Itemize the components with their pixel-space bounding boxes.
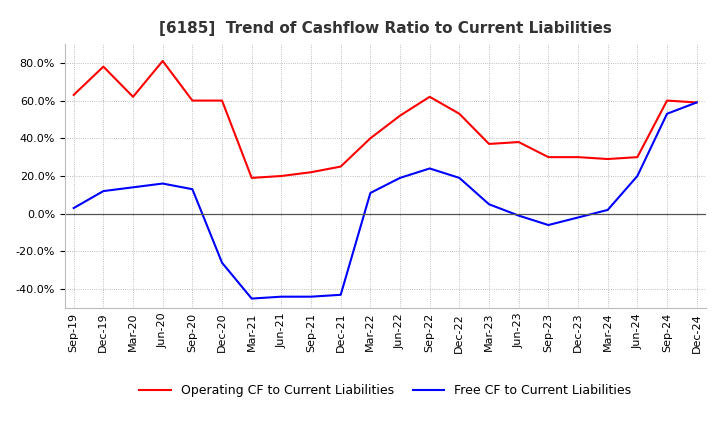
Free CF to Current Liabilities <box>158 181 167 186</box>
Free CF to Current Liabilities <box>662 111 671 117</box>
Operating CF to Current Liabilities <box>485 141 493 147</box>
Free CF to Current Liabilities <box>69 205 78 211</box>
Operating CF to Current Liabilities <box>69 92 78 98</box>
Free CF to Current Liabilities <box>426 166 434 171</box>
Line: Free CF to Current Liabilities: Free CF to Current Liabilities <box>73 103 697 299</box>
Title: [6185]  Trend of Cashflow Ratio to Current Liabilities: [6185] Trend of Cashflow Ratio to Curren… <box>159 21 611 36</box>
Operating CF to Current Liabilities <box>662 98 671 103</box>
Free CF to Current Liabilities <box>633 173 642 179</box>
Free CF to Current Liabilities <box>366 191 374 196</box>
Legend: Operating CF to Current Liabilities, Free CF to Current Liabilities: Operating CF to Current Liabilities, Fre… <box>135 379 636 402</box>
Operating CF to Current Liabilities <box>366 136 374 141</box>
Operating CF to Current Liabilities <box>514 139 523 145</box>
Free CF to Current Liabilities <box>277 294 286 299</box>
Operating CF to Current Liabilities <box>336 164 345 169</box>
Free CF to Current Liabilities <box>129 185 138 190</box>
Operating CF to Current Liabilities <box>188 98 197 103</box>
Operating CF to Current Liabilities <box>99 64 108 69</box>
Free CF to Current Liabilities <box>485 202 493 207</box>
Free CF to Current Liabilities <box>248 296 256 301</box>
Line: Operating CF to Current Liabilities: Operating CF to Current Liabilities <box>73 61 697 178</box>
Free CF to Current Liabilities <box>307 294 315 299</box>
Free CF to Current Liabilities <box>336 292 345 297</box>
Free CF to Current Liabilities <box>396 175 405 180</box>
Operating CF to Current Liabilities <box>603 156 612 161</box>
Free CF to Current Liabilities <box>99 188 108 194</box>
Operating CF to Current Liabilities <box>633 154 642 160</box>
Operating CF to Current Liabilities <box>158 59 167 64</box>
Operating CF to Current Liabilities <box>544 154 553 160</box>
Operating CF to Current Liabilities <box>129 94 138 99</box>
Free CF to Current Liabilities <box>217 260 226 265</box>
Free CF to Current Liabilities <box>514 213 523 218</box>
Operating CF to Current Liabilities <box>277 173 286 179</box>
Free CF to Current Liabilities <box>574 215 582 220</box>
Free CF to Current Liabilities <box>544 222 553 227</box>
Operating CF to Current Liabilities <box>248 175 256 180</box>
Operating CF to Current Liabilities <box>307 169 315 175</box>
Operating CF to Current Liabilities <box>426 94 434 99</box>
Free CF to Current Liabilities <box>603 207 612 213</box>
Free CF to Current Liabilities <box>693 100 701 105</box>
Operating CF to Current Liabilities <box>693 100 701 105</box>
Operating CF to Current Liabilities <box>574 154 582 160</box>
Free CF to Current Liabilities <box>455 175 464 180</box>
Free CF to Current Liabilities <box>188 187 197 192</box>
Operating CF to Current Liabilities <box>396 113 405 118</box>
Operating CF to Current Liabilities <box>455 111 464 117</box>
Operating CF to Current Liabilities <box>217 98 226 103</box>
